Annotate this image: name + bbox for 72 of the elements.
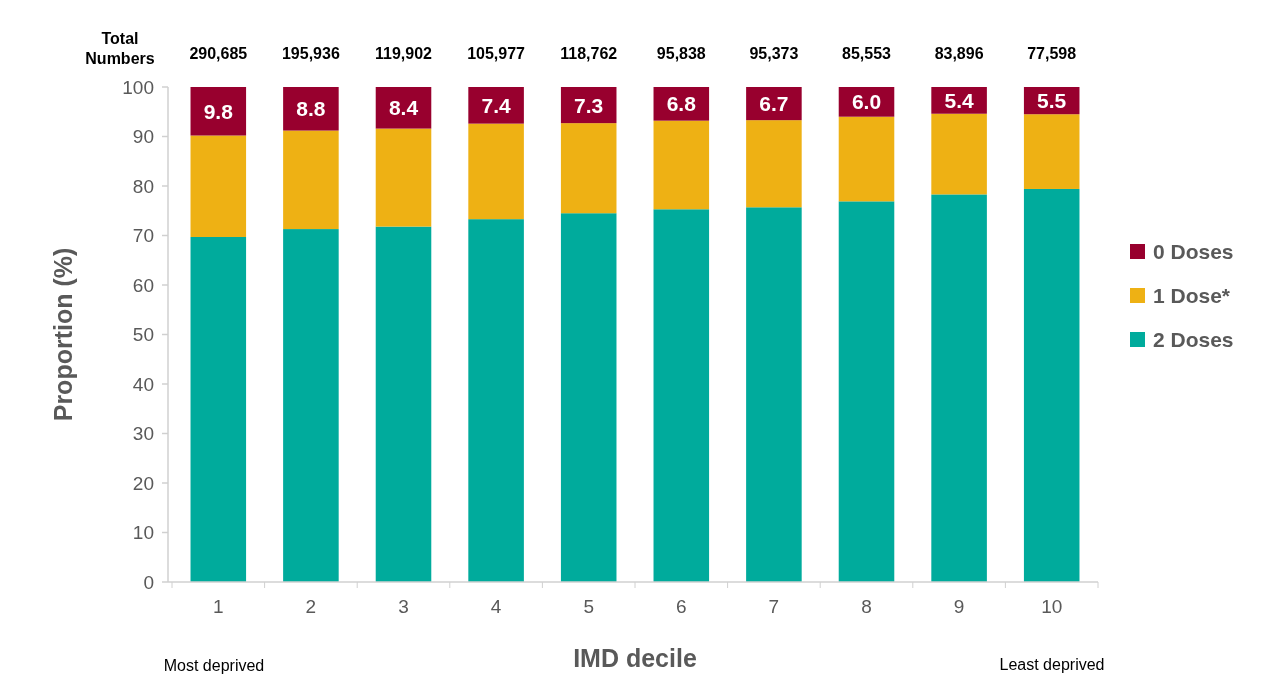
bar bbox=[1023, 114, 1080, 189]
legend-label: 2 Doses bbox=[1153, 328, 1234, 352]
legend-label: 0 Doses bbox=[1153, 240, 1234, 264]
bar bbox=[560, 213, 617, 582]
x-tick-label: 1 bbox=[213, 596, 224, 617]
text: 118,762 bbox=[560, 45, 618, 62]
bar bbox=[375, 128, 432, 227]
bar bbox=[560, 123, 617, 214]
y-tick-label: 20 bbox=[132, 472, 154, 494]
text: 77,598 bbox=[1027, 45, 1077, 62]
bar bbox=[190, 236, 247, 582]
text: 95,373 bbox=[749, 45, 799, 62]
x-axis-title: IMD decile bbox=[573, 644, 697, 672]
y-tick-label: 90 bbox=[132, 126, 154, 148]
bar bbox=[283, 229, 339, 582]
bar bbox=[746, 120, 802, 208]
bar bbox=[283, 130, 339, 230]
data-label: 7.3 bbox=[574, 93, 604, 117]
data-label: 6.7 bbox=[759, 92, 789, 116]
bar bbox=[653, 209, 710, 582]
x-tick-label: 2 bbox=[305, 596, 317, 617]
bar bbox=[375, 226, 432, 582]
y-tick-label: 30 bbox=[132, 423, 154, 445]
y-tick-label: 40 bbox=[132, 373, 154, 395]
y-tick-label: 10 bbox=[132, 522, 154, 544]
y-tick-label: 50 bbox=[132, 324, 154, 346]
text: 105,977 bbox=[467, 45, 526, 62]
bar bbox=[838, 116, 895, 202]
bar bbox=[468, 123, 524, 220]
y-axis-title: Proportion (%) bbox=[49, 247, 77, 422]
bar bbox=[1023, 188, 1080, 582]
y-tick-label: 0 bbox=[143, 571, 154, 593]
data-label: 8.4 bbox=[388, 96, 419, 120]
text: 119,902 bbox=[375, 45, 433, 62]
text: 83,896 bbox=[934, 45, 984, 62]
text: 290,685 bbox=[189, 45, 248, 62]
text: 195,936 bbox=[281, 45, 340, 62]
bar bbox=[190, 135, 247, 237]
legend-label: 1 Dose* bbox=[1153, 284, 1231, 308]
x-tick-label: 4 bbox=[490, 596, 502, 617]
y-tick-label: 80 bbox=[132, 175, 154, 197]
y-tick-label: 100 bbox=[122, 76, 154, 98]
y-tick-label: 60 bbox=[132, 274, 154, 296]
text: Most deprived bbox=[163, 657, 265, 674]
x-tick-label: 6 bbox=[676, 596, 687, 617]
x-tick-label: 8 bbox=[861, 596, 872, 617]
text: Least deprived bbox=[999, 656, 1105, 673]
bar bbox=[468, 87, 524, 124]
text: Total Numbers bbox=[85, 30, 155, 67]
data-label: 8.8 bbox=[296, 97, 326, 121]
x-tick-label: 9 bbox=[953, 596, 965, 617]
x-tick-label: 10 bbox=[1041, 596, 1063, 617]
bar bbox=[746, 207, 802, 582]
x-tick-label: 5 bbox=[583, 596, 594, 617]
bar bbox=[653, 120, 710, 210]
bar bbox=[931, 113, 987, 195]
data-label: 6.8 bbox=[666, 92, 697, 116]
y-tick-label: 70 bbox=[132, 225, 154, 247]
bar bbox=[468, 219, 524, 582]
bar bbox=[931, 194, 987, 582]
data-label: 9.8 bbox=[203, 99, 234, 123]
text: 95,838 bbox=[656, 45, 706, 62]
data-label: 6.0 bbox=[851, 90, 882, 114]
data-label: 7.4 bbox=[481, 93, 512, 117]
text: 85,553 bbox=[842, 45, 892, 62]
x-tick-label: 7 bbox=[768, 596, 780, 617]
bar bbox=[283, 87, 339, 131]
bar bbox=[190, 87, 247, 136]
data-label: 5.5 bbox=[1037, 89, 1067, 113]
bar bbox=[838, 201, 895, 582]
x-tick-label: 3 bbox=[398, 596, 409, 617]
data-label: 5.4 bbox=[944, 88, 975, 112]
